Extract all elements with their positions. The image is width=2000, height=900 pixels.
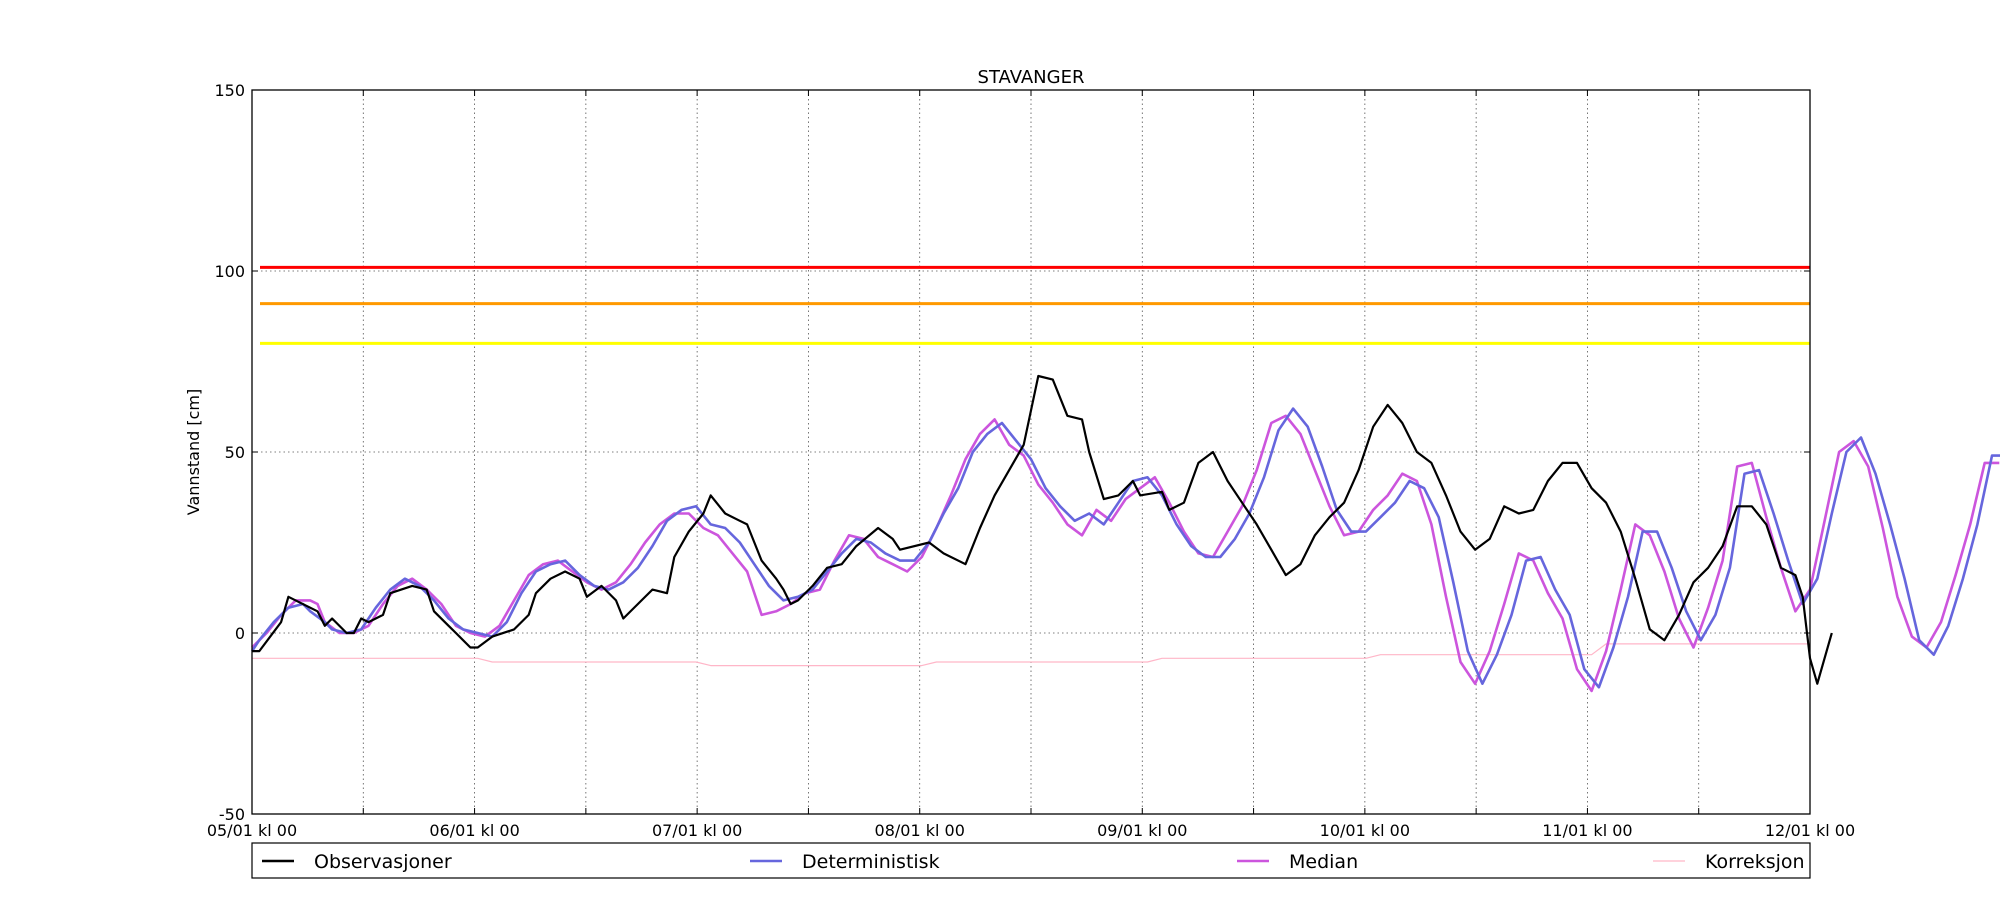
series-line-observasjoner <box>252 374 1833 685</box>
legend-label: Korreksjon <box>1705 851 1805 873</box>
x-tick-label: 12/01 kl 00 <box>1765 821 1855 840</box>
x-tick-label: 05/01 kl 00 <box>207 821 297 840</box>
threshold-lines <box>260 265 1810 345</box>
y-tick-label: -50 <box>219 805 245 824</box>
y-axis-ticks: -50 0 50 100 150 <box>214 81 1810 824</box>
series-line-deterministisk <box>250 407 2000 689</box>
x-tick-label: 09/01 kl 00 <box>1097 821 1187 840</box>
y-tick-label: 0 <box>235 624 245 643</box>
x-tick-label: 07/01 kl 00 <box>652 821 742 840</box>
legend-label: Median <box>1289 851 1358 873</box>
y-tick-label: 100 <box>214 262 245 281</box>
series-line-korreksjon <box>252 643 1810 667</box>
legend-items: Observasjoner Deterministisk Median Korreks… <box>262 851 1805 873</box>
legend: Observasjoner Deterministisk Median Korreks… <box>251 842 1811 879</box>
y-axis-label: Vannstand [cm] <box>184 389 203 515</box>
x-axis-ticks: 05/01 kl 00 06/01 kl 00 07/01 kl 00 08/01 k… <box>207 90 1855 840</box>
x-tick-label: 08/01 kl 00 <box>875 821 965 840</box>
legend-frame <box>251 842 1811 879</box>
x-tick-label: 11/01 kl 00 <box>1542 821 1632 840</box>
legend-label: Observasjoner <box>314 851 452 873</box>
y-tick-label: 50 <box>225 443 245 462</box>
series-lines <box>250 374 2000 693</box>
grid <box>252 90 1810 814</box>
legend-label: Deterministisk <box>802 851 940 873</box>
x-tick-label: 06/01 kl 00 <box>429 821 519 840</box>
x-tick-label: 10/01 kl 00 <box>1320 821 1410 840</box>
y-tick-label: 150 <box>214 81 245 100</box>
series-line-median <box>251 414 2000 693</box>
chart-title: STAVANGER <box>978 67 1085 88</box>
